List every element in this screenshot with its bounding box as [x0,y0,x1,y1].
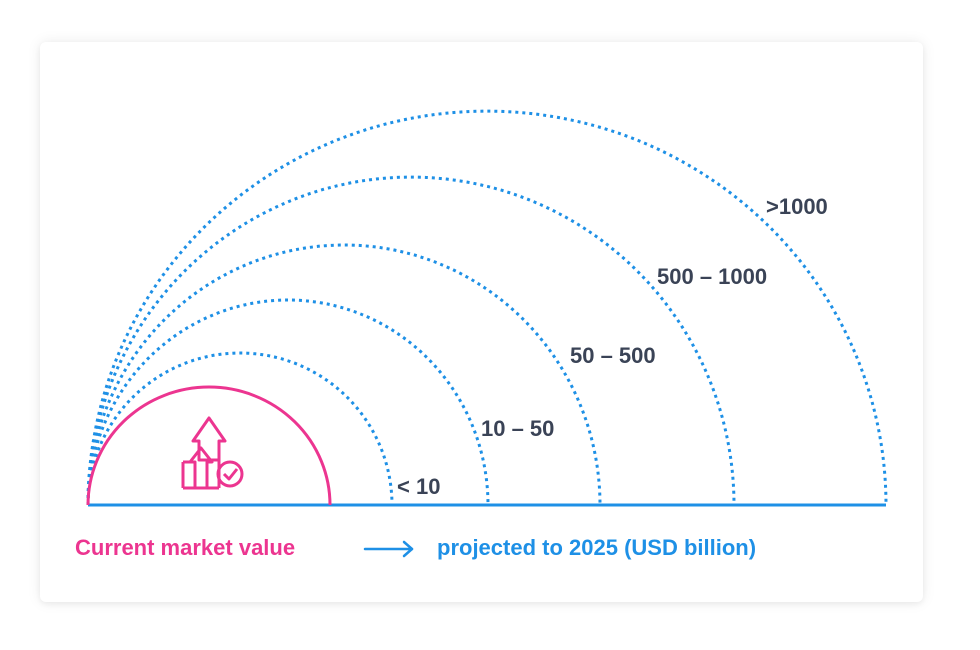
range-label-10-50: 10 – 50 [481,416,554,441]
arc-range-500-1000 [86,175,736,506]
range-label-lt-10: < 10 [397,474,440,499]
diagram-card [40,42,923,602]
legend-current-market-value: Current market value [75,535,295,560]
range-label-gt-1000: >1000 [766,194,828,219]
current-market-arc [86,385,332,506]
projected-arcs [86,109,888,506]
arc-range-50-500 [86,243,602,506]
legend-projected-2025: projected to 2025 (USD billion) [437,535,756,560]
arc-range-lt-10 [86,351,394,506]
arrow-right-icon [363,540,414,558]
arc-range-gt-1000 [86,109,888,506]
arc-range-10-50 [86,298,490,506]
range-label-50-500: 50 – 500 [570,343,656,368]
growth-arrows-check-icon [181,416,244,490]
range-label-500-1000: 500 – 1000 [657,264,767,289]
